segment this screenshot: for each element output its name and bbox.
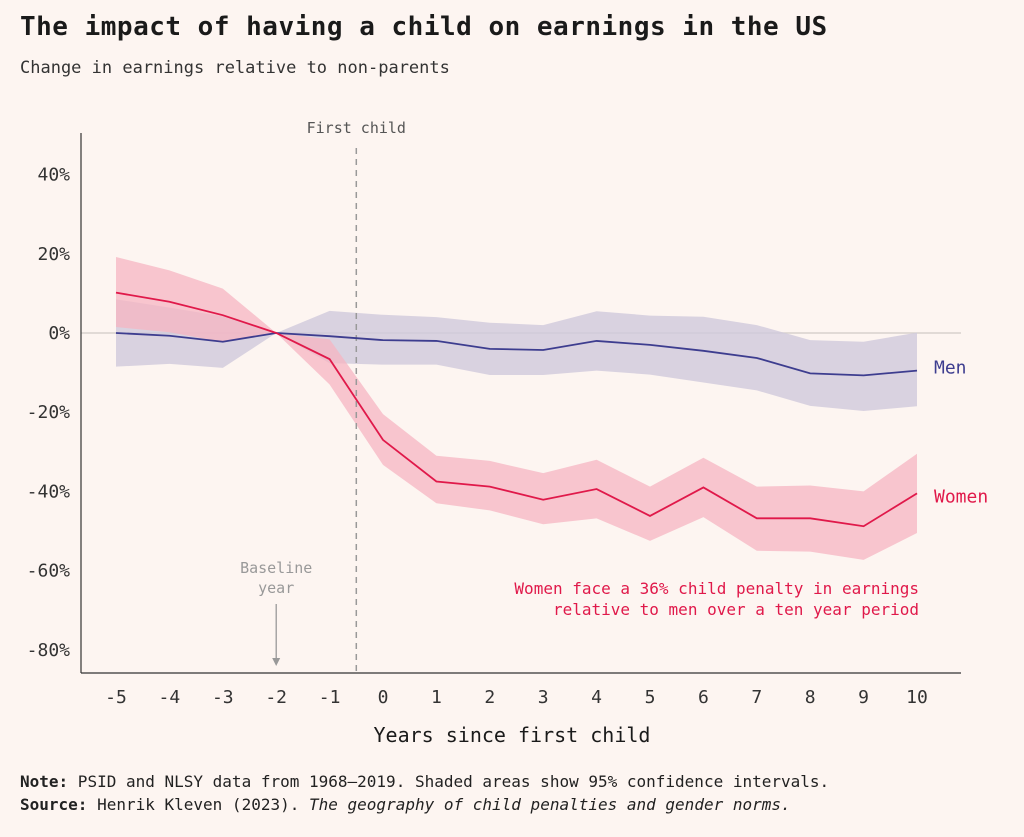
source-text: Henrik Kleven (2023). <box>87 795 309 814</box>
source-title: The geography of child penalties and gen… <box>309 795 791 814</box>
footer-source: Source: Henrik Kleven (2023). The geogra… <box>20 793 829 816</box>
chart-canvas: First child Men Women 40% 20% 0% -20% -40% -60% -… <box>27 119 989 747</box>
y-tick-label: 0% <box>48 323 70 344</box>
ci-band-men <box>116 299 917 412</box>
series-line-men <box>115 332 918 377</box>
note-text: PSID and NLSY data from 1968–2019. Shade… <box>68 772 830 791</box>
chart-subtitle: Change in earnings relative to non-paren… <box>20 58 450 78</box>
chart-title: The impact of having a child on earnings… <box>20 12 828 42</box>
ci-band-women <box>116 256 917 560</box>
x-tick-label: 6 <box>698 687 709 708</box>
x-tick-label: 4 <box>591 687 602 708</box>
x-tick-label: -4 <box>159 687 181 708</box>
series-label-women: Women <box>934 486 988 507</box>
penalty-annotation-line1: Women face a 36% child penalty in earnin… <box>514 579 919 598</box>
x-tick-label: 9 <box>858 687 869 708</box>
x-axis-label: Years since first child <box>374 723 651 747</box>
first-child-label: First child <box>307 119 406 137</box>
note-label: Note: <box>20 772 69 791</box>
baseline-label-line2: year <box>258 579 294 597</box>
x-tick-label: 0 <box>378 687 389 708</box>
x-tick-label: -5 <box>105 687 127 708</box>
source-label: Source: <box>20 795 88 814</box>
x-tick-label: 8 <box>805 687 816 708</box>
x-tick-label: 5 <box>645 687 656 708</box>
baseline-label-line1: Baseline <box>240 559 312 577</box>
y-tick-label: -80% <box>27 640 71 661</box>
x-tick-label: 10 <box>906 687 928 708</box>
x-tick-label: 7 <box>751 687 762 708</box>
x-tick-label: -3 <box>212 687 234 708</box>
footer-note: Note: PSID and NLSY data from 1968–2019.… <box>20 770 829 793</box>
penalty-annotation-line2: relative to men over a ten year period <box>553 600 919 619</box>
y-tick-label: -60% <box>27 561 71 582</box>
x-tick-label: -1 <box>319 687 341 708</box>
series-label-men: Men <box>934 358 967 379</box>
y-tick-label: 40% <box>37 165 70 186</box>
series-line-women <box>115 291 918 528</box>
y-tick-label: -20% <box>27 402 71 423</box>
y-tick-label: 20% <box>37 244 70 265</box>
y-tick-label: -40% <box>27 481 71 502</box>
baseline-arrow-head <box>272 658 281 666</box>
chart-footer: Note: PSID and NLSY data from 1968–2019.… <box>20 770 829 816</box>
x-tick-label: 2 <box>484 687 495 708</box>
x-tick-label: -2 <box>265 687 287 708</box>
x-tick-label: 1 <box>431 687 442 708</box>
x-tick-label: 3 <box>538 687 549 708</box>
